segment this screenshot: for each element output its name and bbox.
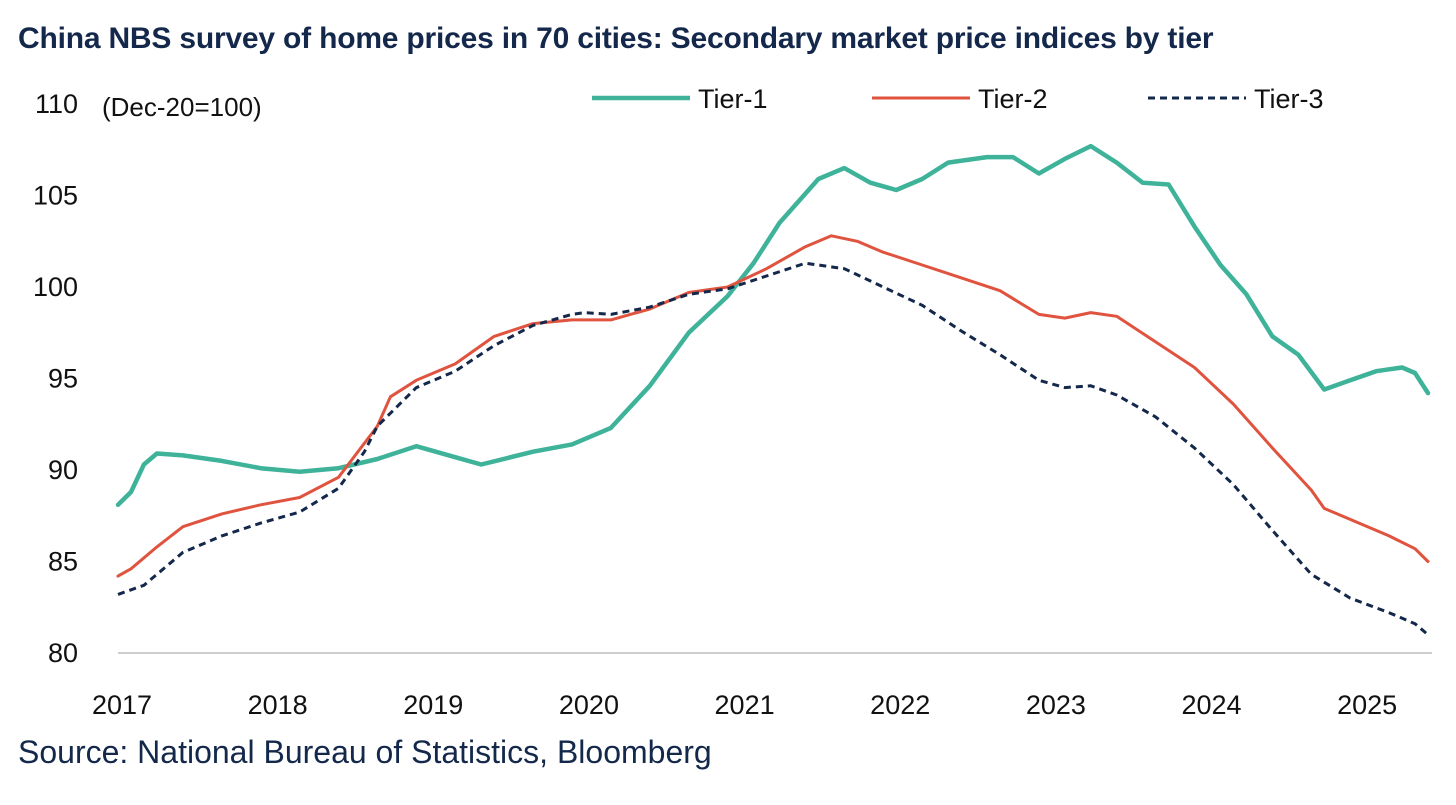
unit-note: (Dec-20=100) <box>102 92 262 122</box>
chart-title: China NBS survey of home prices in 70 ci… <box>18 22 1214 55</box>
source-note: Source: National Bureau of Statistics, B… <box>18 734 712 770</box>
legend: Tier-1 Tier-2 Tier-3 <box>592 84 1324 114</box>
series-lines <box>115 143 1431 636</box>
y-tick-label: 100 <box>33 272 78 302</box>
y-tick-label: 110 <box>35 89 78 119</box>
x-tick-label: 2025 <box>1337 690 1397 720</box>
y-axis-ticks: 80 85 90 95 100 105 110 <box>33 89 78 668</box>
x-tick-label: 2019 <box>403 690 463 720</box>
x-axis-ticks: 2017 2018 2019 2020 2021 2022 2023 2024 2025 <box>92 690 1397 720</box>
x-tick-label: 2023 <box>1026 690 1086 720</box>
legend-label-tier-1: Tier-1 <box>698 84 768 114</box>
x-tick-label: 2017 <box>92 690 152 720</box>
y-tick-label: 80 <box>48 638 78 668</box>
x-tick-label: 2020 <box>559 690 619 720</box>
series-line-tier-1 <box>115 143 1431 508</box>
series-line-tier-3 <box>117 261 1429 636</box>
x-tick-label: 2018 <box>248 690 308 720</box>
legend-label-tier-2: Tier-2 <box>978 84 1048 114</box>
y-tick-label: 105 <box>33 181 78 211</box>
x-tick-label: 2022 <box>870 690 930 720</box>
y-tick-label: 90 <box>48 455 78 485</box>
x-tick-label: 2024 <box>1181 690 1241 720</box>
y-tick-label: 85 <box>48 547 78 577</box>
legend-label-tier-3: Tier-3 <box>1254 84 1324 114</box>
series-line-tier-2 <box>116 234 1430 578</box>
y-tick-label: 95 <box>48 364 78 394</box>
x-tick-label: 2021 <box>715 690 775 720</box>
